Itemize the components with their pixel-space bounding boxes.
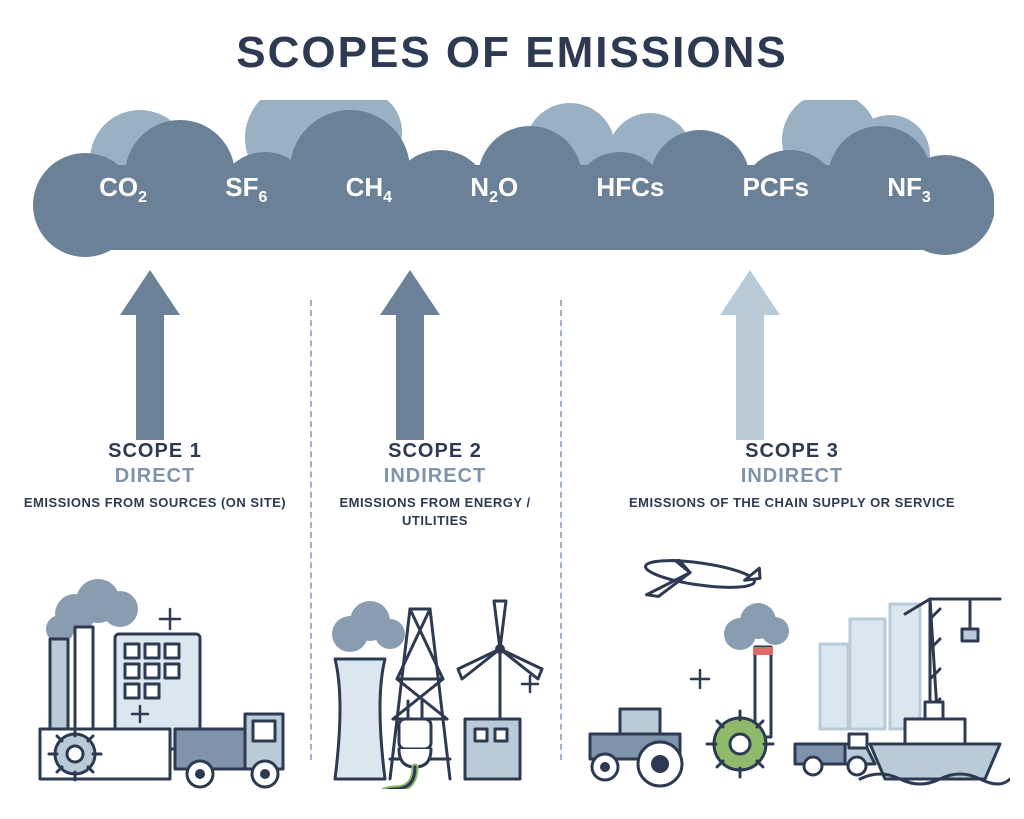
gas-hfcs: HFCs <box>596 172 664 207</box>
arrow-scope-1 <box>120 270 180 440</box>
scope-2-type: INDIRECT <box>328 465 542 488</box>
arrow-scope-2 <box>380 270 440 440</box>
scope-2-label: SCOPE 2 INDIRECT EMISSIONS FROM ENERGY /… <box>310 440 560 529</box>
scope-1-illustration <box>20 579 300 789</box>
arrows-group <box>0 270 1024 440</box>
page-title: SCOPES OF EMISSIONS <box>0 0 1024 78</box>
gas-ch4: CH4 <box>346 172 392 207</box>
scope-2-name: SCOPE 2 <box>328 440 542 463</box>
gas-nf3: NF3 <box>887 172 931 207</box>
scope-1-type: DIRECT <box>18 465 292 488</box>
arrow-scope-3 <box>720 270 780 440</box>
gas-list: CO2 SF6 CH4 N2O HFCs PCFs NF3 <box>60 172 970 207</box>
scope-3-type: INDIRECT <box>578 465 1006 488</box>
scope-3-desc: EMISSIONS OF THE CHAIN SUPPLY OR SERVICE <box>578 494 1006 512</box>
gas-sf6: SF6 <box>225 172 267 207</box>
scope-2-illustration <box>315 579 555 789</box>
gas-co2: CO2 <box>99 172 147 207</box>
scope-labels: SCOPE 1 DIRECT EMISSIONS FROM SOURCES (O… <box>0 440 1024 529</box>
gas-pcfs: PCFs <box>743 172 809 207</box>
scope-1-label: SCOPE 1 DIRECT EMISSIONS FROM SOURCES (O… <box>0 440 310 529</box>
scope-1-name: SCOPE 1 <box>18 440 292 463</box>
scope-3-name: SCOPE 3 <box>578 440 1006 463</box>
scope-3-label: SCOPE 3 INDIRECT EMISSIONS OF THE CHAIN … <box>560 440 1024 529</box>
scope-3-illustration <box>570 559 1010 789</box>
scope-2-desc: EMISSIONS FROM ENERGY / UTILITIES <box>328 494 542 529</box>
scope-1-desc: EMISSIONS FROM SOURCES (ON SITE) <box>18 494 292 512</box>
gas-n2o: N2O <box>470 172 518 207</box>
